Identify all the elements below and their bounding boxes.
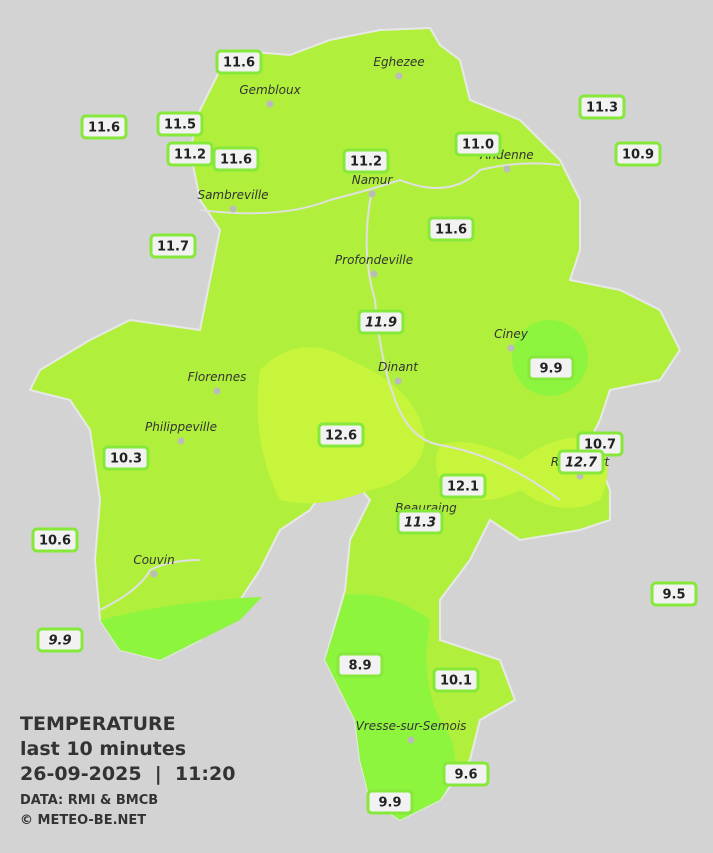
station-value: 11.9 <box>365 316 397 331</box>
station-value: 10.1 <box>440 674 472 689</box>
station-box <box>432 667 480 693</box>
station-box <box>149 233 197 259</box>
station-value: 11.3 <box>586 101 618 116</box>
city-dot <box>407 736 415 744</box>
station-value: 11.0 <box>462 138 494 153</box>
station-value: 9.9 <box>378 796 401 811</box>
station-value: 11.6 <box>435 223 467 238</box>
station-value: 11.2 <box>174 148 206 163</box>
city-dot <box>150 570 158 578</box>
station-box <box>212 146 260 172</box>
city-label: Dinant <box>378 360 419 374</box>
station-value: 11.5 <box>164 118 196 133</box>
cool-zone <box>100 597 262 660</box>
city-label: Profondeville <box>335 253 413 267</box>
river <box>99 559 201 611</box>
station-value: 11.6 <box>223 56 255 71</box>
legend-source: DATA: RMI & BMCB <box>20 793 158 808</box>
city-label: Florennes <box>188 370 247 384</box>
station-value: 8.9 <box>348 659 371 674</box>
city-dot <box>177 437 185 445</box>
city-dot <box>213 387 221 395</box>
legend-datetime: 26-09-2025 | 11:20 <box>20 763 235 785</box>
station-box <box>527 355 575 381</box>
station-box <box>442 761 490 787</box>
station-value: 9.9 <box>539 362 562 377</box>
station-value: 10.6 <box>39 534 71 549</box>
station-box <box>215 49 263 75</box>
station-box <box>650 581 698 607</box>
station-box <box>36 627 84 653</box>
city-dot <box>266 100 274 108</box>
station-value: 9.5 <box>662 588 685 603</box>
station-value: 10.3 <box>110 452 142 467</box>
station-box <box>336 652 384 678</box>
station-box <box>317 422 365 448</box>
station-value: 10.9 <box>622 148 654 163</box>
station-box <box>454 131 502 157</box>
station-value: 11.7 <box>157 240 189 255</box>
city-label: Couvin <box>133 553 174 567</box>
station-box <box>557 449 605 475</box>
station-box <box>366 789 414 815</box>
city-label: Gembloux <box>239 83 301 97</box>
city-dot <box>507 344 515 352</box>
legend-title: TEMPERATURE <box>20 713 176 735</box>
station-value: 11.6 <box>220 153 252 168</box>
station-value: 10.7 <box>584 438 616 453</box>
station-box <box>427 216 475 242</box>
station-value: 12.1 <box>447 480 479 495</box>
station-box <box>102 445 150 471</box>
city-dot <box>368 190 376 198</box>
station-box <box>614 141 662 167</box>
city-label: Philippeville <box>145 420 217 434</box>
station-box <box>439 473 487 499</box>
legend-copyright: © METEO-BE.NET <box>20 813 146 828</box>
station-box <box>578 94 626 120</box>
station-value: 9.6 <box>454 768 477 783</box>
station-value: 9.9 <box>48 634 71 649</box>
city-label: Vresse-sur-Semois <box>356 719 467 733</box>
labels: EghezeeGemblouxAndenneNamurSambrevillePr… <box>31 49 698 815</box>
station-box <box>156 111 204 137</box>
city-dot <box>503 165 511 173</box>
station-box <box>166 141 214 167</box>
station-box <box>396 509 444 535</box>
station-value: 11.6 <box>88 121 120 136</box>
cool-zone <box>325 594 455 820</box>
city-label: Namur <box>352 173 394 187</box>
city-dot <box>394 377 402 385</box>
station-value: 12.6 <box>325 429 357 444</box>
city-label: Ciney <box>494 327 529 341</box>
station-value: 11.3 <box>404 516 436 531</box>
city-dot <box>229 205 237 213</box>
city-label: Sambreville <box>197 188 268 202</box>
station-box <box>80 114 128 140</box>
station-box <box>342 148 390 174</box>
station-value: 12.7 <box>565 456 598 471</box>
station-value: 11.2 <box>350 155 382 170</box>
river <box>365 189 561 501</box>
river <box>199 162 561 215</box>
city-label: Eghezee <box>373 55 424 69</box>
station-box <box>31 527 79 553</box>
city-dot <box>370 270 378 278</box>
legend-period: last 10 minutes <box>20 738 186 760</box>
city-dot <box>395 72 403 80</box>
station-box <box>357 309 405 335</box>
